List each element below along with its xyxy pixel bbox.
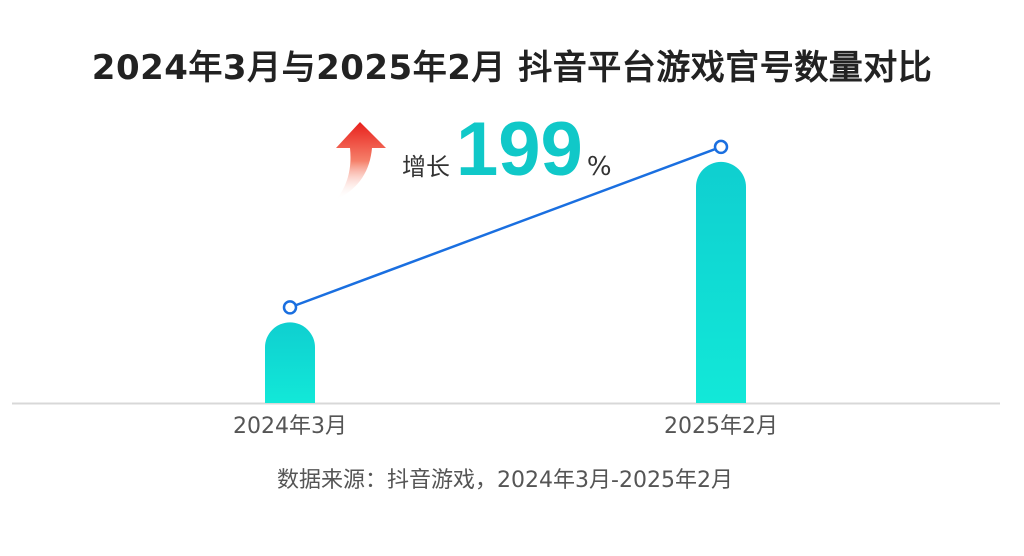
trend-point-1	[713, 139, 729, 155]
x-tick-label: 2025年2月	[664, 414, 778, 439]
chart-title: 2024年3月与2025年2月 抖音平台游戏官号数量对比	[91, 48, 933, 88]
trend-point-0	[282, 300, 298, 315]
growth-value: 199	[456, 107, 583, 192]
growth-unit: %	[586, 152, 612, 182]
x-tick-label: 2024年3月	[233, 414, 347, 439]
data-source-note: 数据来源：抖音游戏，2024年3月-2025年2月	[277, 468, 733, 493]
growth-arrow-icon	[336, 122, 386, 200]
growth-annotation: 增长 199 %	[402, 112, 612, 188]
trend-line	[289, 145, 722, 309]
bar-0	[265, 322, 315, 403]
growth-label: 增长	[402, 153, 450, 181]
bar-1	[696, 161, 746, 403]
